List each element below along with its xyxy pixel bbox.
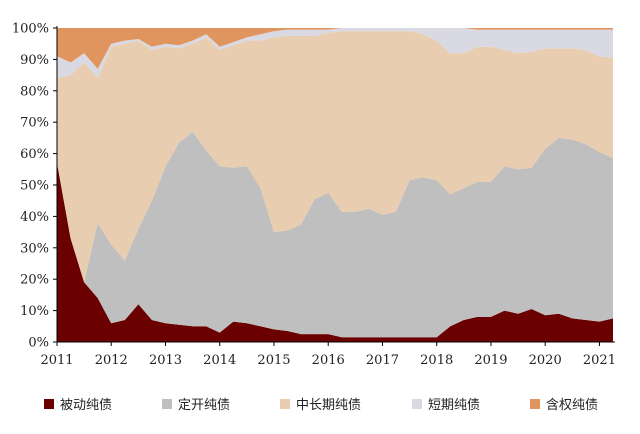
legend-item: 短期纯债: [412, 398, 480, 413]
legend-swatch: [280, 399, 290, 409]
y-tick-label: 70%: [20, 116, 49, 131]
y-tick-label: 60%: [20, 147, 49, 162]
legend-item: 被动纯债: [44, 398, 112, 413]
y-tick-label: 100%: [12, 22, 49, 37]
area-series-3: [57, 31, 613, 283]
x-tick-label: 2021: [583, 353, 616, 368]
legend-item: 含权纯债: [530, 397, 598, 413]
legend-swatch: [412, 399, 422, 409]
y-tick-label: 10%: [20, 304, 49, 319]
legend-swatch: [162, 399, 172, 409]
x-tick-label: 2020: [529, 353, 562, 368]
area-layers: [57, 28, 613, 342]
axes: 0% 10% 20% 30% 40% 50% 60% 70% 80% 90% 100% 2011 201…: [12, 22, 616, 369]
x-tick-label: 2019: [474, 353, 507, 368]
area-series-1: [57, 163, 613, 342]
x-tick-label: 2016: [312, 353, 345, 368]
x-tick-label: 2011: [40, 353, 73, 368]
x-tick-label: 2015: [257, 353, 290, 368]
legend-item: 定开纯债: [162, 398, 230, 413]
y-tick-label: 50%: [20, 179, 49, 194]
legend-item: 中长期纯债: [280, 398, 361, 413]
legend-label: 被动纯债: [60, 398, 112, 413]
y-tick-label: 20%: [20, 273, 49, 288]
x-tick-label: 2012: [95, 353, 128, 368]
y-tick-label: 80%: [20, 84, 49, 99]
legend-swatch: [44, 399, 54, 409]
y-tick-label: 90%: [20, 53, 49, 68]
area-series-5: [57, 28, 613, 69]
x-tick-label: 2013: [149, 353, 182, 368]
legend-label: 含权纯债: [546, 397, 598, 413]
y-tick-label: 30%: [20, 241, 49, 256]
x-tick-label: 2018: [420, 353, 453, 368]
y-tick-label: 0%: [28, 336, 49, 351]
legend-label: 短期纯债: [428, 398, 480, 413]
legend-swatch: [530, 399, 540, 409]
area-series-4: [57, 28, 613, 79]
x-tick-label: 2017: [366, 353, 399, 368]
x-tick-label: 2014: [203, 353, 236, 368]
y-tick-label: 40%: [20, 210, 49, 225]
legend-label: 定开纯债: [178, 398, 230, 413]
legend-label: 中长期纯债: [296, 398, 361, 413]
area-series-2: [57, 131, 613, 338]
legend: 被动纯债 定开纯债 中长期纯债 短期纯债 含权纯债: [44, 397, 598, 413]
